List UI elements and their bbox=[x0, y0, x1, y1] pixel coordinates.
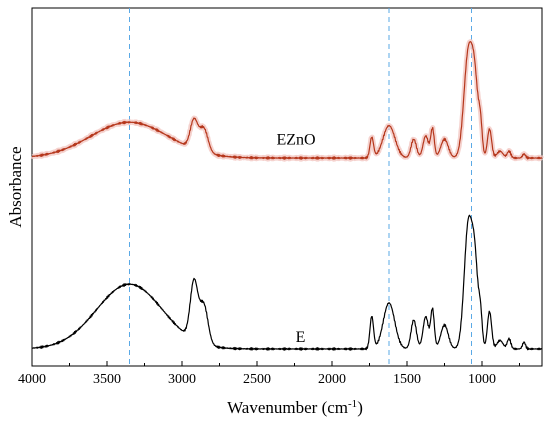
x-tick-label-3000: 3000 bbox=[168, 372, 196, 387]
x-axis-title-close: ) bbox=[357, 398, 363, 417]
series-label-E: E bbox=[296, 329, 306, 346]
x-axis-title-main: Wavenumber (cm bbox=[227, 398, 348, 417]
x-tick-label-2000: 2000 bbox=[318, 372, 346, 387]
x-tick-label-4000: 4000 bbox=[18, 372, 46, 387]
series-layer bbox=[30, 39, 545, 351]
x-axis-title-sup: -1 bbox=[348, 398, 357, 410]
series-label-EZnO: EZnO bbox=[276, 131, 315, 148]
x-tick-label-3500: 3500 bbox=[93, 372, 121, 387]
series-line-EZnO bbox=[31, 41, 543, 160]
plot-frame bbox=[31, 7, 543, 367]
series-line-E bbox=[31, 214, 543, 351]
reference-lines bbox=[129, 8, 472, 366]
y-axis-title: Absorbance bbox=[6, 146, 25, 227]
series-labels: EZnO E bbox=[276, 131, 315, 346]
x-tick-label-1500: 1500 bbox=[393, 372, 421, 387]
x-axis-title: Wavenumber (cm-1) bbox=[227, 398, 363, 417]
x-tick-label-1000: 1000 bbox=[468, 372, 496, 387]
x-axis-ticks: 4000 3500 3000 2500 2000 1500 1000 bbox=[18, 361, 520, 387]
x-tick-label-2500: 2500 bbox=[243, 372, 271, 387]
